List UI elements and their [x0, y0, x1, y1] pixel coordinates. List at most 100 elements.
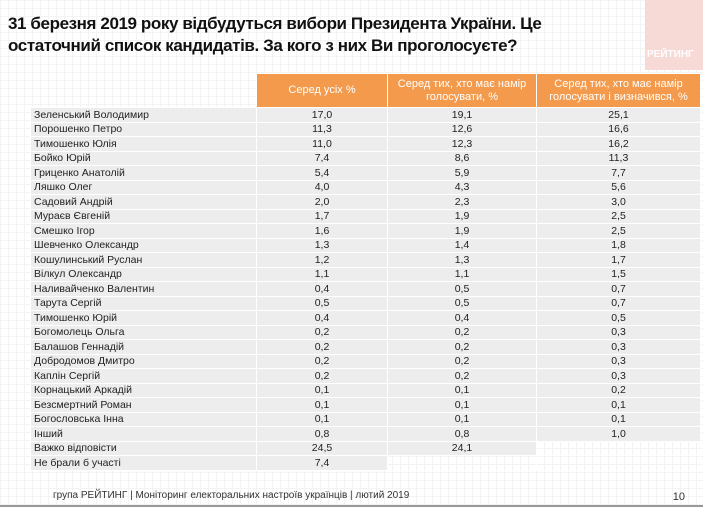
candidate-name: Важко відповісти [30, 440, 257, 456]
footer-divider [0, 505, 703, 507]
value-cell: 0,2 [256, 353, 388, 369]
candidate-name: Порошенко Петро [30, 121, 257, 137]
value-cell: 0,2 [256, 324, 388, 340]
value-cell: 12,6 [387, 121, 537, 137]
results-table: Серед усіх % Серед тих, хто має намір го… [30, 73, 701, 471]
value-cell: 1,9 [387, 223, 537, 239]
table-row: Кошулинський Руслан 1,2 1,3 1,7 [30, 252, 701, 268]
table-row: Тимошенко Юрій 0,4 0,4 0,5 [30, 310, 701, 326]
page-number: 10 [672, 491, 685, 503]
candidate-name: Наливайченко Валентин [30, 281, 257, 297]
value-cell: 0,1 [536, 411, 701, 427]
value-cell: 12,3 [387, 136, 537, 152]
candidate-name: Не брали б участі [30, 455, 257, 471]
value-cell: 0,7 [536, 281, 701, 297]
candidate-name: Корнацький Аркадій [30, 382, 257, 398]
value-cell: 0,1 [387, 397, 537, 413]
value-cell: 2,0 [256, 194, 388, 210]
value-cell: 24,5 [256, 440, 388, 456]
value-cell: 5,4 [256, 165, 388, 181]
table-row: Не брали б участі 7,4 [30, 455, 701, 471]
candidate-name: Садовий Андрій [30, 194, 257, 210]
value-cell: 0,7 [536, 295, 701, 311]
table-row: Тимошенко Юлія 11,0 12,3 16,2 [30, 136, 701, 152]
candidate-name: Богомолець Ольга [30, 324, 257, 340]
value-cell: 1,8 [536, 237, 701, 253]
table-row: Гриценко Анатолій 5,4 5,9 7,7 [30, 165, 701, 181]
candidate-name: Безсмертний Роман [30, 397, 257, 413]
footer-text: група РЕЙТИНГ | Моніторинг електоральних… [53, 490, 410, 501]
table-header: Серед усіх % Серед тих, хто має намір го… [31, 73, 701, 108]
value-cell: 0,1 [387, 411, 537, 427]
value-cell: 19,1 [387, 107, 537, 123]
table-row: Ляшко Олег 4,0 4,3 5,6 [30, 179, 701, 195]
table-row: Шевченко Олександр 1,3 1,4 1,8 [30, 237, 701, 253]
table-row: Вілкул Олександр 1,1 1,1 1,5 [30, 266, 701, 282]
value-cell: 5,9 [387, 165, 537, 181]
value-cell: 5,6 [536, 179, 701, 195]
header-blank [31, 74, 257, 108]
table-row: Корнацький Аркадій 0,1 0,1 0,2 [30, 382, 701, 398]
value-cell: 8,6 [387, 150, 537, 166]
value-cell: 1,9 [387, 208, 537, 224]
value-cell: 4,0 [256, 179, 388, 195]
value-cell: 2,3 [387, 194, 537, 210]
value-cell [387, 455, 537, 471]
table-row: Богословська Інна 0,1 0,1 0,1 [30, 411, 701, 427]
candidate-name: Каплін Сергій [30, 368, 257, 384]
value-cell: 17,0 [256, 107, 388, 123]
value-cell: 1,0 [536, 426, 701, 442]
candidate-name: Тимошенко Юрій [30, 310, 257, 326]
candidate-name: Кошулинський Руслан [30, 252, 257, 268]
candidate-name: Богословська Інна [30, 411, 257, 427]
value-cell: 0,1 [387, 382, 537, 398]
value-cell: 0,5 [387, 295, 537, 311]
candidate-name: Вілкул Олександр [30, 266, 257, 282]
value-cell: 0,8 [387, 426, 537, 442]
candidate-name: Інший [30, 426, 257, 442]
value-cell: 1,4 [387, 237, 537, 253]
candidate-name: Гриценко Анатолій [30, 165, 257, 181]
value-cell: 16,2 [536, 136, 701, 152]
candidate-name: Смешко Ігор [30, 223, 257, 239]
value-cell: 11,0 [256, 136, 388, 152]
slide-title: 31 березня 2019 року відбудуться вибори … [8, 14, 542, 55]
value-cell: 0,5 [536, 310, 701, 326]
value-cell: 0,4 [256, 310, 388, 326]
value-cell: 0,1 [256, 397, 388, 413]
value-cell: 0,2 [536, 382, 701, 398]
value-cell: 0,4 [256, 281, 388, 297]
candidate-name: Тарута Сергій [30, 295, 257, 311]
value-cell: 0,1 [256, 411, 388, 427]
table-row: Каплін Сергій 0,2 0,2 0,3 [30, 368, 701, 384]
table-row: Важко відповісти 24,5 24,1 [30, 440, 701, 456]
value-cell: 25,1 [536, 107, 701, 123]
value-cell: 3,0 [536, 194, 701, 210]
value-cell: 7,4 [256, 455, 388, 471]
value-cell: 0,5 [387, 281, 537, 297]
table-row: Зеленський Володимир 17,0 19,1 25,1 [30, 107, 701, 123]
candidate-name: Шевченко Олександр [30, 237, 257, 253]
value-cell: 11,3 [536, 150, 701, 166]
value-cell: 7,7 [536, 165, 701, 181]
candidate-name: Ляшко Олег [30, 179, 257, 195]
candidate-name: Мураєв Євгеній [30, 208, 257, 224]
value-cell: 0,3 [536, 324, 701, 340]
value-cell: 4,3 [387, 179, 537, 195]
table-row: Мураєв Євгеній 1,7 1,9 2,5 [30, 208, 701, 224]
value-cell: 0,2 [387, 324, 537, 340]
value-cell [536, 440, 701, 456]
table-row: Смешко Ігор 1,6 1,9 2,5 [30, 223, 701, 239]
value-cell: 1,6 [256, 223, 388, 239]
table-row: Наливайченко Валентин 0,4 0,5 0,7 [30, 281, 701, 297]
table-row: Богомолець Ольга 0,2 0,2 0,3 [30, 324, 701, 340]
value-cell [536, 455, 701, 471]
table-row: Безсмертний Роман 0,1 0,1 0,1 [30, 397, 701, 413]
value-cell: 1,2 [256, 252, 388, 268]
candidate-name: Зеленський Володимир [30, 107, 257, 123]
table-row: Порошенко Петро 11,3 12,6 16,6 [30, 121, 701, 137]
table-row: Добродомов Дмитро 0,2 0,2 0,3 [30, 353, 701, 369]
value-cell: 0,3 [536, 339, 701, 355]
header-decided: Серед тих, хто має намір голосувати і ви… [536, 73, 701, 108]
value-cell: 7,4 [256, 150, 388, 166]
